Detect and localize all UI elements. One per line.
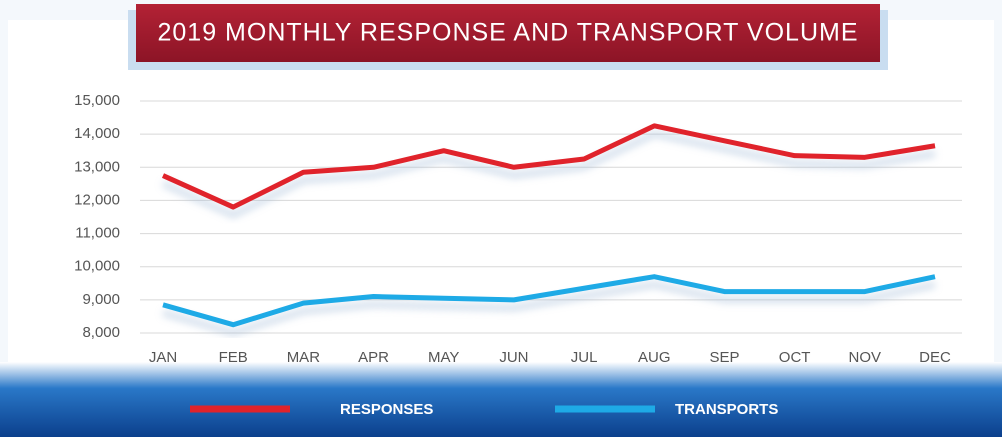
x-tick-label: SEP (709, 349, 739, 366)
legend-label: RESPONSES (340, 401, 433, 418)
x-tick-label: DEC (919, 349, 951, 366)
x-tick-label: APR (358, 349, 389, 366)
x-tick-label: FEB (219, 349, 248, 366)
x-tick-label: JUN (499, 349, 528, 366)
legend-label: TRANSPORTS (675, 401, 778, 418)
x-tick-label: MAY (428, 349, 459, 366)
x-tick-label: JAN (149, 349, 177, 366)
series-line (161, 123, 936, 210)
line-shadow (162, 281, 936, 336)
line-shadow (161, 130, 936, 219)
title-box (136, 4, 880, 62)
series-line (162, 274, 936, 328)
x-tick-label: JUL (571, 349, 598, 366)
chart-title: 2019 MONTHLY RESPONSE AND TRANSPORT VOLU… (158, 19, 859, 47)
x-tick-label: AUG (638, 349, 671, 366)
y-tick-label: 14,000 (74, 125, 120, 142)
y-tick-label: 8,000 (82, 324, 120, 341)
x-tick-label: NOV (849, 349, 882, 366)
y-tick-label: 10,000 (74, 258, 120, 275)
legend-band (0, 362, 1002, 437)
y-tick-label: 12,000 (74, 191, 120, 208)
x-tick-label: OCT (779, 349, 811, 366)
y-tick-label: 13,000 (74, 158, 120, 175)
y-tick-label: 9,000 (82, 291, 120, 308)
y-tick-label: 11,000 (75, 225, 120, 242)
x-tick-label: MAR (287, 349, 321, 366)
y-tick-label: 15,000 (74, 92, 120, 109)
